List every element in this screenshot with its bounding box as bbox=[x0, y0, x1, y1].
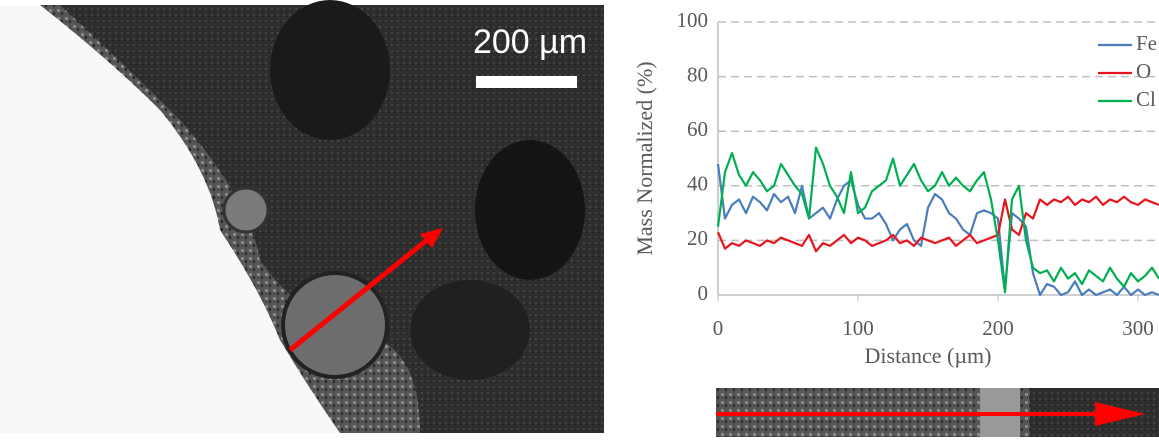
series-line bbox=[716, 146, 1159, 294]
y-tick-label: 40 bbox=[687, 172, 708, 196]
scale-label: 200 µm bbox=[473, 23, 587, 61]
y-tick-label: 100 bbox=[677, 8, 709, 32]
y-tick-label: 80 bbox=[687, 62, 708, 86]
series-line bbox=[716, 195, 1159, 253]
y-tick-label: 60 bbox=[687, 117, 708, 141]
x-tick-label: 200 bbox=[982, 316, 1014, 340]
y-tick-label: 20 bbox=[687, 226, 708, 250]
y-tick-label: 0 bbox=[698, 281, 709, 305]
x-axis-label: Distance (µm) bbox=[865, 343, 992, 368]
y-axis-label: Mass Normalized (%) bbox=[632, 61, 657, 255]
series-line bbox=[716, 163, 1159, 297]
micrograph: 200 µm bbox=[0, 0, 604, 433]
legend-label: O bbox=[1136, 59, 1151, 83]
legend-label: Cl bbox=[1136, 87, 1156, 111]
x-tick-label: 0 bbox=[713, 316, 724, 340]
x-tick-label: 100 bbox=[842, 316, 874, 340]
line-strip bbox=[716, 388, 1159, 437]
legend-label: Fe bbox=[1136, 31, 1157, 55]
x-tick-label: 300 bbox=[1122, 316, 1154, 340]
